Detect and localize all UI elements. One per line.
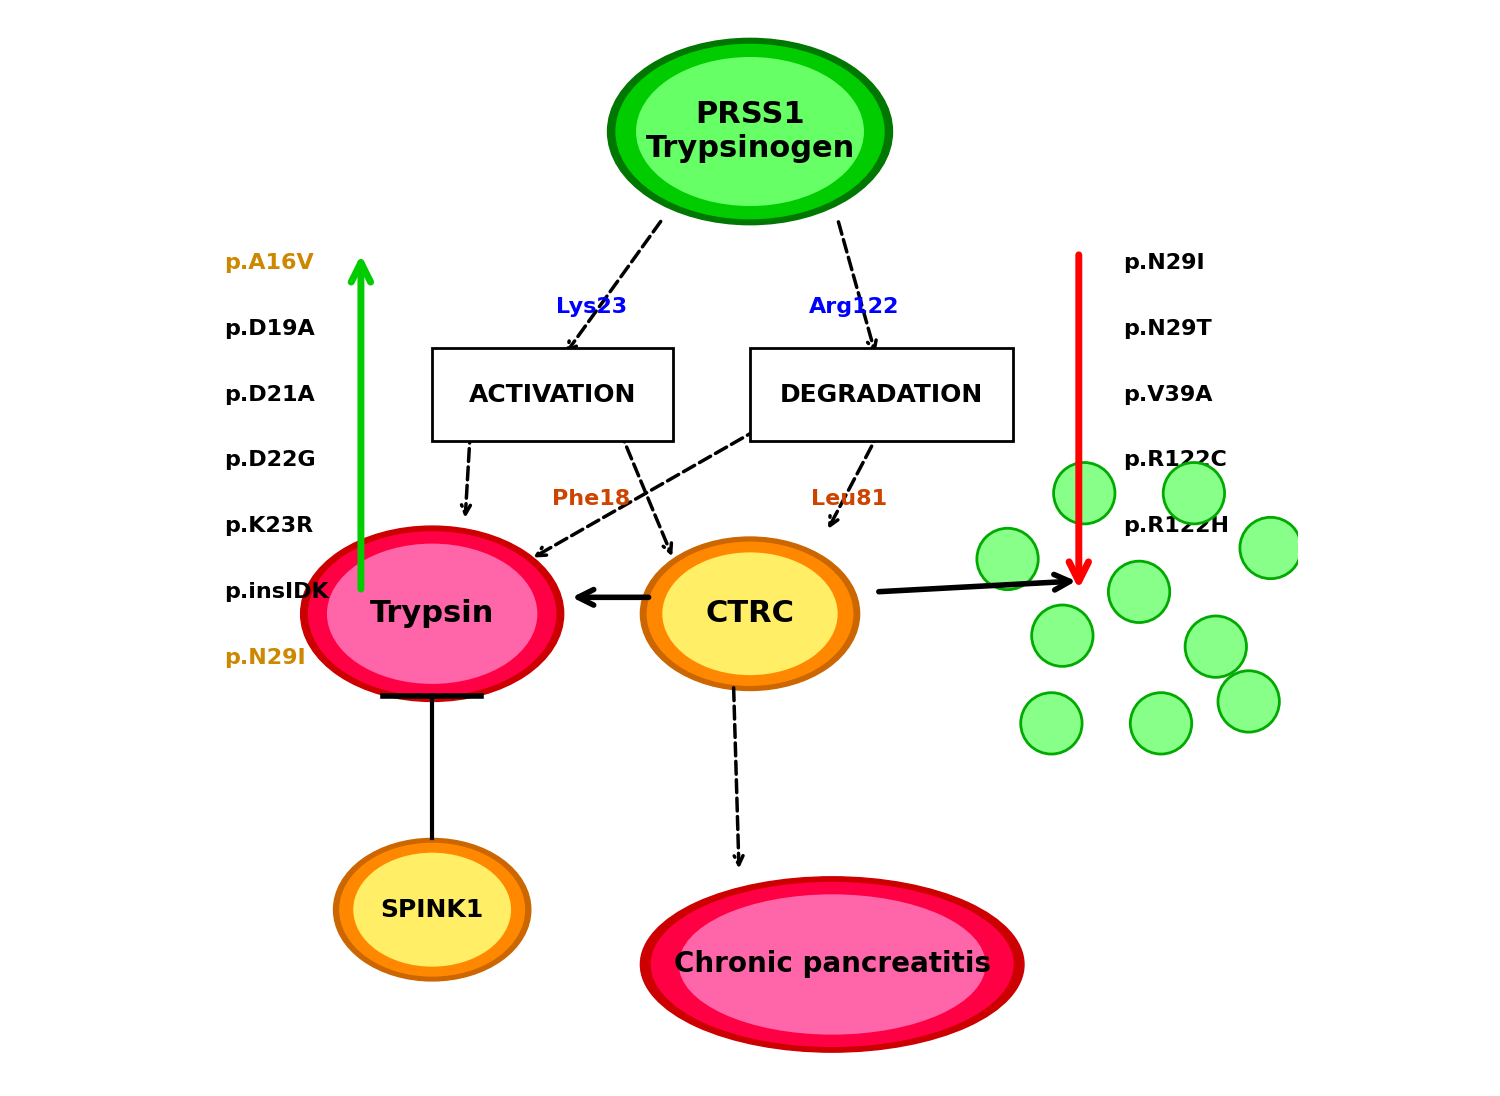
Text: p.V39A: p.V39A [1122,385,1212,404]
Text: p.D22G: p.D22G [224,450,315,470]
Text: p.N29I: p.N29I [224,648,306,667]
Ellipse shape [308,530,556,697]
Ellipse shape [339,842,526,978]
Circle shape [1162,463,1224,524]
Text: p.N29T: p.N29T [1122,319,1212,339]
Circle shape [1032,605,1094,666]
Circle shape [976,528,1038,590]
Circle shape [1185,616,1246,677]
Text: Lys23: Lys23 [555,297,627,317]
Ellipse shape [352,853,512,967]
Text: ACTIVATION: ACTIVATION [470,383,636,407]
Text: Arg122: Arg122 [808,297,900,317]
Text: Chronic pancreatitis: Chronic pancreatitis [674,950,990,979]
Ellipse shape [663,552,837,675]
Text: p.D21A: p.D21A [224,385,315,404]
Circle shape [1218,671,1280,732]
Text: Leu81: Leu81 [810,489,886,509]
Ellipse shape [680,894,986,1035]
Text: p.insIDK: p.insIDK [224,582,328,602]
Text: Trypsin: Trypsin [370,600,495,628]
Text: SPINK1: SPINK1 [381,898,484,922]
Circle shape [1131,693,1191,754]
Text: p.R122H: p.R122H [1122,516,1228,536]
Ellipse shape [608,38,892,225]
FancyBboxPatch shape [750,349,1012,441]
Circle shape [1240,517,1302,579]
Ellipse shape [646,541,854,686]
Ellipse shape [333,838,531,981]
Ellipse shape [615,43,885,220]
Text: PRSS1
Trypsinogen: PRSS1 Trypsinogen [645,100,855,163]
Text: p.R122C: p.R122C [1122,450,1227,470]
Text: DEGRADATION: DEGRADATION [780,383,982,407]
Circle shape [1108,561,1170,623]
Circle shape [1020,693,1082,754]
Ellipse shape [640,537,860,690]
Text: Phe18: Phe18 [552,489,630,509]
Ellipse shape [650,881,1014,1048]
Text: p.N29I: p.N29I [1122,253,1204,273]
Ellipse shape [327,544,537,684]
Ellipse shape [300,526,564,701]
Text: CTRC: CTRC [705,600,795,628]
Text: p.A16V: p.A16V [224,253,314,273]
Ellipse shape [636,57,864,206]
FancyBboxPatch shape [432,349,674,441]
Text: p.D19A: p.D19A [224,319,315,339]
Ellipse shape [640,877,1024,1052]
Circle shape [1053,463,1114,524]
Text: p.K23R: p.K23R [224,516,314,536]
